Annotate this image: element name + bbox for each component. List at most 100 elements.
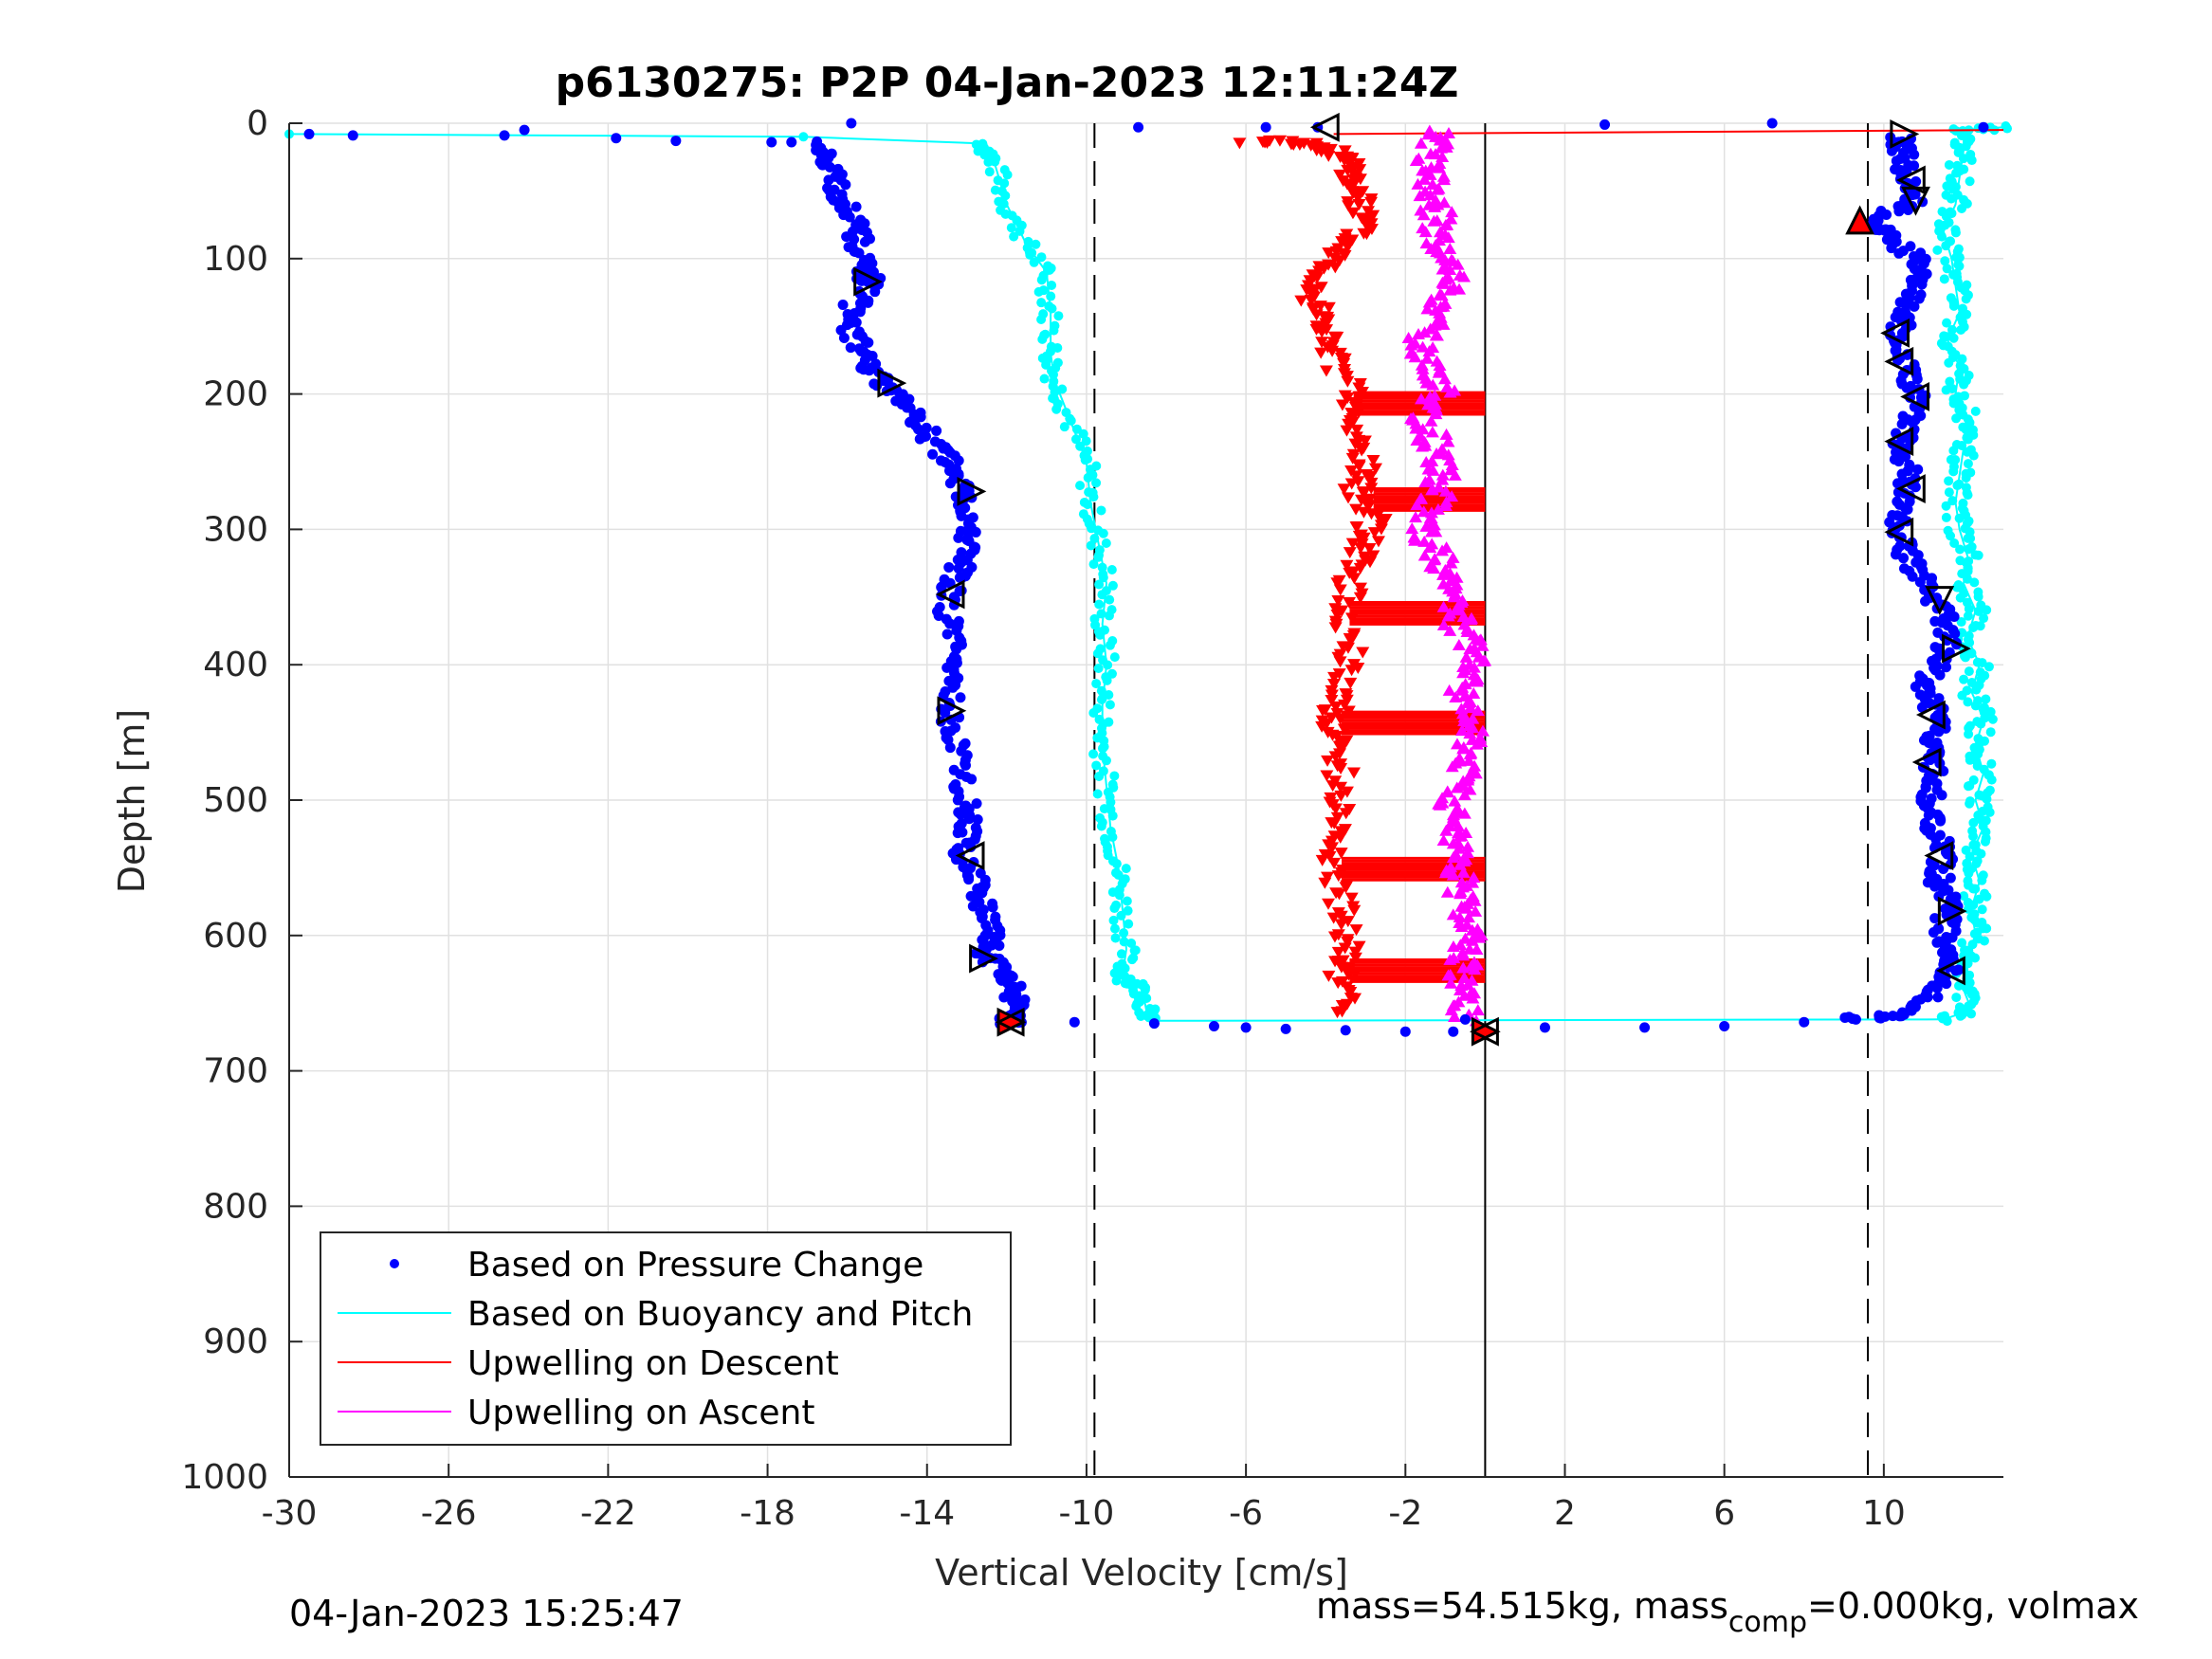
pressure-change-point (853, 247, 865, 259)
upwelling-descent-point (1344, 987, 1358, 999)
upwelling-descent-point (1341, 375, 1355, 388)
pressure-change-point (863, 297, 874, 308)
pressure-change-surface-point (347, 130, 358, 141)
upwelling-descent-point (1334, 762, 1348, 775)
pressure-change-point (998, 992, 1010, 1003)
upwelling-ascent-point (1435, 468, 1450, 481)
upwelling-ascent-point (1457, 618, 1472, 630)
upwelling-ascent-point (1441, 126, 1455, 138)
upwelling-descent-point (1325, 842, 1340, 854)
pressure-change-point (963, 813, 975, 825)
buoyancy-pitch-point (1094, 599, 1105, 610)
pressure-change-point (943, 465, 955, 477)
legend-box (320, 1231, 1012, 1446)
buoyancy-pitch-point (1964, 556, 1974, 566)
upwelling-descent-point (1327, 817, 1342, 830)
pressure-change-surface-point (1600, 118, 1611, 130)
buoyancy-pitch-point (1096, 694, 1106, 704)
upwelling-ascent-point (1462, 658, 1476, 670)
footer-mass-subscript: comp (1728, 1606, 1807, 1639)
upwelling-ascent-point (1436, 834, 1451, 847)
buoyancy-pitch-point (1116, 910, 1126, 921)
upwelling-descent-point (1366, 454, 1380, 466)
upwelling-descent-point (1347, 904, 1362, 917)
buoyancy-pitch-point (1036, 315, 1047, 325)
buoyancy-pitch-point (1979, 613, 1989, 624)
buoyancy-pitch-point (1037, 334, 1048, 344)
upwelling-descent-point (1352, 461, 1366, 473)
upwelling-descent-point (1333, 713, 1347, 725)
upwelling-descent-point (1343, 596, 1357, 609)
buoyancy-pitch-point (1098, 528, 1108, 538)
buoyancy-pitch-point (1959, 674, 1969, 684)
buoyancy-pitch-point (1973, 587, 1983, 597)
upwelling-descent-point (1334, 961, 1348, 974)
upwelling-descent-point (1363, 470, 1378, 483)
buoyancy-pitch-point (1107, 580, 1118, 591)
upwelling-ascent-point (1453, 939, 1468, 951)
upwelling-descent-point (1334, 790, 1348, 802)
y-tick-label: 1000 (181, 1458, 268, 1497)
pressure-change-point (1919, 817, 1930, 829)
upwelling-descent-point (1340, 786, 1354, 798)
pressure-change-point (1539, 1022, 1550, 1033)
upwelling-ascent-point (1456, 610, 1471, 622)
buoyancy-pitch-point (1091, 760, 1102, 771)
legend-entry-label: Based on Pressure Change (467, 1246, 923, 1285)
upwelling-ascent-point (1423, 560, 1437, 573)
buoyancy-pitch-point (1036, 275, 1047, 285)
buoyancy-pitch-point (1965, 796, 1975, 807)
buoyancy-pitch-point (1958, 422, 1968, 432)
upwelling-ascent-point (1436, 170, 1451, 182)
buoyancy-pitch-point (1974, 790, 1984, 800)
pressure-change-point (957, 827, 968, 838)
upwelling-ascent-point (1438, 297, 1453, 309)
pressure-change-point (953, 455, 964, 466)
buoyancy-pitch-point (984, 167, 995, 177)
buoyancy-pitch-point (1116, 949, 1126, 959)
upwelling-ascent-point (1471, 704, 1485, 717)
pressure-change-point (1926, 793, 1937, 804)
buoyancy-pitch-point (1109, 903, 1120, 914)
buoyancy-pitch-point (1101, 756, 1111, 766)
upwelling-ascent-point (1456, 852, 1471, 865)
buoyancy-pitch-point (1941, 501, 1951, 511)
pressure-change-point (970, 526, 981, 538)
upwelling-ascent-point (1417, 326, 1432, 338)
upwelling-ascent-point (1471, 1004, 1485, 1016)
upwelling-ascent-point (1436, 577, 1451, 590)
upwelling-ascent-point (1449, 690, 1463, 702)
buoyancy-pitch-point (1944, 487, 1954, 498)
upwelling-ascent-point (1408, 531, 1422, 543)
upwelling-descent-point (1357, 228, 1371, 240)
buoyancy-pitch-point (1105, 640, 1115, 650)
buoyancy-pitch-point (1051, 404, 1062, 414)
triangle-right-marker (1937, 896, 1967, 926)
buoyancy-pitch-point (1036, 298, 1047, 308)
upwelling-descent-point (1328, 262, 1343, 274)
pressure-change-point (1890, 164, 1901, 175)
buoyancy-pitch-point (1966, 541, 1977, 552)
upwelling-descent-point (1330, 577, 1344, 590)
pressure-change-point (835, 324, 847, 336)
upwelling-descent-point (1315, 854, 1329, 866)
triangle-left-marker (1915, 700, 1946, 730)
buoyancy-pitch-point (1952, 160, 1963, 171)
triangle-left-marker (1895, 474, 1926, 503)
upwelling-ascent-point (1444, 976, 1458, 989)
pressure-change-point (944, 478, 956, 489)
buoyancy-pitch-point (1093, 552, 1104, 562)
upwelling-ascent-point (1428, 389, 1442, 401)
upwelling-ascent-point (1453, 752, 1467, 764)
buoyancy-pitch-point (1086, 540, 1096, 551)
upwelling-descent-point (1318, 877, 1332, 889)
upwelling-ascent-point (1448, 794, 1462, 807)
buoyancy-pitch-point (1057, 384, 1068, 394)
upwelling-descent-point (1338, 942, 1352, 955)
upwelling-ascent-point (1416, 164, 1430, 176)
buoyancy-pitch-point (1959, 891, 1969, 902)
upwelling-descent-point (1352, 157, 1366, 170)
x-tick-label: -26 (421, 1494, 477, 1533)
buoyancy-pitch-point (1944, 476, 1954, 486)
pressure-change-surface-point (846, 118, 857, 129)
